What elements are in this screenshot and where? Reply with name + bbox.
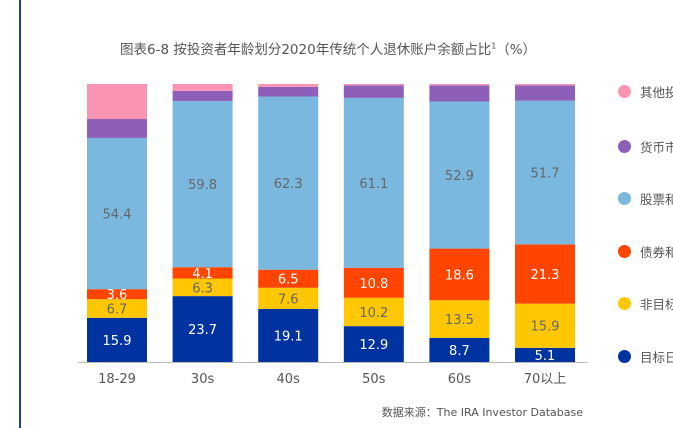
- bar-segment: [429, 101, 490, 249]
- bar-segment: [87, 317, 147, 362]
- title-footnote: 1: [491, 41, 497, 51]
- x-tick-label: 50s: [362, 372, 386, 387]
- title-text: 图表6-8 按投资者年龄划分2020年传统个人退休账户余额占比: [120, 42, 492, 58]
- bar-segment: [429, 300, 490, 338]
- bar-segment: [87, 299, 147, 318]
- bar-segment: [515, 85, 575, 101]
- legend-marker: [618, 192, 631, 205]
- x-tick-label: 18-29: [98, 372, 136, 387]
- legend-item: 股票和: [618, 189, 673, 208]
- bar-segment: [429, 337, 490, 362]
- data-label: 8.7: [449, 344, 470, 359]
- bar-segment: [343, 267, 404, 298]
- bar-segment: [429, 84, 490, 86]
- bar-segment: [87, 289, 147, 300]
- legend-marker: [618, 85, 631, 98]
- bar-segment: [87, 119, 147, 138]
- data-label: 4.1: [192, 267, 213, 282]
- legend-item: 目标日: [618, 347, 673, 366]
- bar-segment: [172, 100, 233, 268]
- data-label: 6.7: [107, 302, 128, 317]
- legend-label: 股票和: [640, 192, 673, 207]
- data-label: 59.8: [188, 178, 217, 193]
- legend-marker: [618, 297, 631, 310]
- data-label: 51.7: [531, 167, 560, 182]
- legend-label: 货币市: [640, 140, 673, 155]
- bar-segment: [87, 84, 147, 120]
- data-label: 19.1: [274, 329, 303, 344]
- data-label: 15.9: [531, 320, 560, 335]
- bar-segment: [172, 90, 233, 101]
- data-label: 62.3: [274, 177, 303, 192]
- bar-segment: [343, 297, 404, 327]
- legend-label: 债券和: [640, 245, 673, 260]
- bar-segment: [343, 326, 404, 362]
- legend-marker: [618, 350, 631, 363]
- legend-marker: [618, 140, 631, 153]
- bar-segment: [515, 244, 575, 304]
- legend-marker: [618, 245, 631, 258]
- left-border-line: [19, 0, 21, 428]
- x-tick-label: 40s: [277, 372, 301, 387]
- bar-segment: [515, 347, 575, 362]
- chart-title: 图表6-8 按投资者年龄划分2020年传统个人退休账户余额占比1（%）: [120, 38, 537, 59]
- data-label: 54.4: [103, 208, 132, 223]
- data-label: 6.5: [278, 273, 299, 288]
- bar-segment: [172, 267, 233, 279]
- title-unit: （%）: [496, 42, 537, 58]
- legend-item: 货币市: [618, 137, 673, 156]
- data-label: 61.1: [359, 177, 388, 192]
- bar-segment: [258, 269, 319, 288]
- bar-segment: [258, 96, 319, 270]
- bar-segment: [258, 84, 319, 87]
- x-tick-label: 60s: [448, 372, 472, 387]
- legend-label: 非目标: [640, 297, 673, 312]
- data-label: 21.3: [531, 268, 560, 283]
- bar-segment: [343, 97, 404, 268]
- legend-item: 债券和: [618, 242, 673, 261]
- legend-label: 其他投: [640, 85, 673, 100]
- data-label: 52.9: [445, 169, 474, 184]
- bar-segment: [258, 86, 319, 97]
- bar-segment: [87, 137, 147, 290]
- data-label: 23.7: [188, 323, 217, 338]
- bar-segment: [515, 303, 575, 348]
- bar-segment: [172, 296, 233, 362]
- data-label: 15.9: [103, 334, 132, 349]
- source-note: 数据来源：The IRA Investor Database: [381, 406, 583, 419]
- data-label: 7.6: [278, 292, 299, 307]
- data-label: 3.6: [107, 288, 128, 303]
- bar-segment: [258, 287, 319, 309]
- bar-segment: [172, 84, 233, 91]
- bar-segment: [343, 85, 404, 98]
- bar-segment: [172, 278, 233, 297]
- legend-item: 非目标: [618, 294, 673, 313]
- data-label: 18.6: [445, 268, 474, 283]
- legend-item: 其他投: [618, 82, 673, 101]
- bar-segment: [515, 100, 575, 245]
- data-label: 13.5: [445, 313, 474, 328]
- bar-segment: [429, 248, 490, 301]
- data-label: 10.8: [359, 277, 388, 292]
- x-tick-label: 70以上: [524, 372, 567, 387]
- data-label: 12.9: [359, 338, 388, 353]
- data-label: 5.1: [535, 349, 556, 364]
- bar-segment: [429, 85, 490, 102]
- data-label: 6.3: [192, 281, 213, 296]
- bar-segment: [343, 84, 404, 86]
- bar-segment: [258, 308, 319, 362]
- x-tick-label: 30s: [191, 372, 215, 387]
- bar-segment: [515, 84, 575, 86]
- legend-label: 目标日: [640, 350, 673, 365]
- data-label: 10.2: [359, 306, 388, 321]
